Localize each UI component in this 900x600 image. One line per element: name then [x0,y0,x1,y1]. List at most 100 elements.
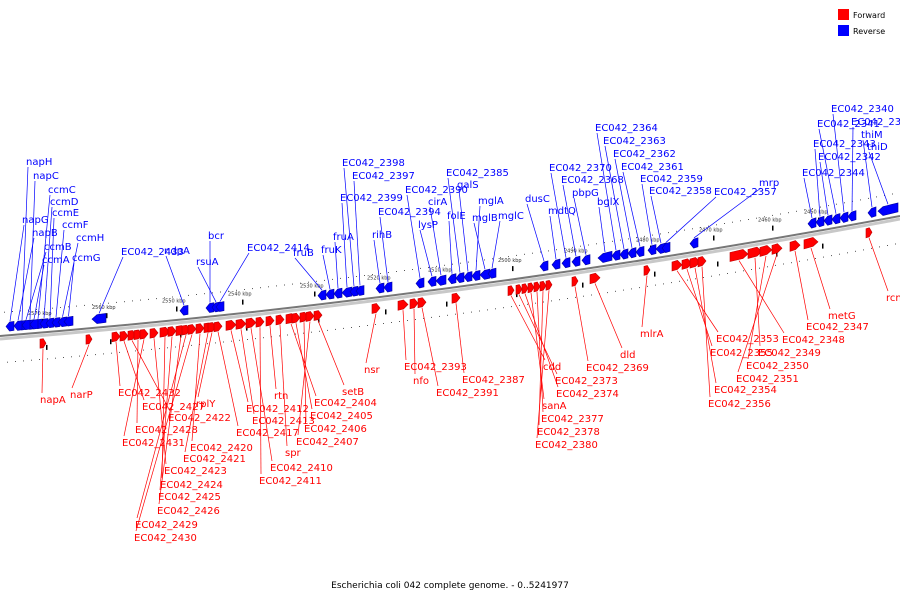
reverse-gene-label[interactable]: EC042_2397 [352,171,415,182]
forward-gene-label[interactable]: cdd [543,362,561,373]
forward-gene-feature[interactable] [545,279,553,291]
forward-gene-label[interactable]: EC042_2407 [296,437,359,448]
reverse-gene-label[interactable]: ccmA [42,255,70,266]
reverse-gene-label[interactable]: rihB [372,230,392,241]
forward-gene-label[interactable]: EC042_2423 [164,466,227,477]
forward-gene-feature[interactable] [571,276,579,287]
forward-gene-label[interactable]: mlrA [640,329,664,340]
reverse-gene-feature[interactable] [463,271,473,282]
reverse-gene-feature[interactable] [5,321,15,332]
forward-gene-label[interactable]: EC042_2411 [259,476,322,487]
forward-gene-feature[interactable] [533,281,541,293]
reverse-gene-feature[interactable] [551,258,561,270]
reverse-gene-label[interactable]: cirA [428,197,447,208]
reverse-gene-label[interactable]: galS [457,180,479,191]
reverse-gene-label[interactable]: napB [32,228,58,239]
forward-gene-label[interactable]: narP [70,390,93,401]
forward-gene-feature[interactable] [539,280,547,292]
reverse-gene-label[interactable]: pbpG [572,188,599,199]
reverse-gene-label[interactable]: ndpA [164,246,190,257]
reverse-gene-label[interactable]: EC042_2359 [640,174,703,185]
forward-gene-feature[interactable] [729,249,749,262]
reverse-gene-feature[interactable] [63,315,74,327]
forward-gene-feature[interactable] [409,298,419,310]
reverse-gene-label[interactable]: EC042_2370 [549,163,612,174]
reverse-gene-label[interactable]: ccmG [72,253,101,264]
forward-gene-feature[interactable] [39,338,47,349]
reverse-gene-label[interactable]: ccmB [44,242,72,253]
forward-gene-feature[interactable] [291,312,301,324]
reverse-gene-feature[interactable] [815,215,825,228]
reverse-gene-label[interactable]: bcr [208,231,225,242]
reverse-gene-label[interactable]: EC042_2433 [121,247,184,258]
forward-gene-label[interactable]: rplY [196,399,216,410]
forward-gene-label[interactable]: EC042_2380 [535,440,598,451]
reverse-gene-label[interactable]: mdtQ [548,206,576,217]
forward-gene-feature[interactable] [589,272,601,285]
forward-gene-label[interactable]: nsr [364,365,381,376]
forward-gene-label[interactable]: spr [285,448,302,459]
reverse-gene-feature[interactable] [447,273,457,285]
forward-gene-label[interactable]: EC042_2421 [183,454,246,465]
forward-gene-label[interactable]: rcnA [886,293,900,304]
forward-gene-feature[interactable] [195,323,205,334]
reverse-gene-label[interactable]: rsuA [196,257,219,268]
forward-gene-label[interactable]: EC042_2424 [160,480,223,491]
forward-gene-label[interactable]: EC042_2393 [404,362,467,373]
reverse-gene-label[interactable]: EC042_2368 [561,175,624,186]
reverse-gene-label[interactable]: EC042_2363 [603,136,666,147]
reverse-gene-feature[interactable] [435,274,447,286]
reverse-gene-label[interactable]: ccmF [62,220,89,231]
forward-gene-label[interactable]: EC042_2349 [758,348,821,359]
forward-gene-feature[interactable] [255,316,265,328]
forward-gene-feature[interactable] [235,318,247,330]
reverse-gene-feature[interactable] [877,202,899,216]
reverse-gene-feature[interactable] [689,237,699,249]
forward-gene-feature[interactable] [747,246,763,259]
reverse-gene-feature[interactable] [383,281,393,293]
reverse-gene-feature[interactable] [355,285,365,296]
reverse-gene-label[interactable]: EC042_2362 [613,149,676,160]
reverse-gene-label[interactable]: fruA [333,232,354,243]
reverse-gene-feature[interactable] [635,246,645,257]
forward-gene-label[interactable]: EC042_2420 [190,443,253,454]
forward-gene-feature[interactable] [697,256,707,268]
forward-gene-label[interactable]: EC042_2406 [304,424,367,435]
forward-gene-label[interactable]: EC042_2427 [142,402,205,413]
forward-gene-feature[interactable] [265,315,275,327]
reverse-gene-label[interactable]: napH [26,157,52,168]
reverse-gene-label[interactable]: EC042_2342 [818,152,881,163]
forward-gene-feature[interactable] [771,243,783,255]
forward-gene-feature[interactable] [119,330,129,342]
reverse-gene-feature[interactable] [415,277,425,289]
forward-gene-label[interactable]: EC042_2391 [436,388,499,399]
forward-gene-feature[interactable] [167,326,177,337]
forward-gene-label[interactable]: EC042_2425 [158,492,221,503]
reverse-gene-label[interactable]: ccmC [48,185,76,196]
reverse-gene-feature[interactable] [427,276,437,287]
forward-gene-label[interactable]: EC042_2387 [462,375,525,386]
reverse-gene-label[interactable]: fruB [293,248,314,259]
forward-gene-feature[interactable] [507,285,515,296]
reverse-gene-label[interactable]: EC042_2358 [649,186,712,197]
reverse-gene-label[interactable]: EC042_2390 [405,185,468,196]
forward-gene-label[interactable]: EC042_2417 [236,428,299,439]
reverse-gene-label[interactable]: folE [447,211,466,222]
forward-gene-label[interactable]: EC042_2405 [310,411,373,422]
forward-gene-label[interactable]: EC042_2373 [555,376,618,387]
reverse-gene-feature[interactable] [627,247,637,259]
reverse-gene-label[interactable]: EC042_2337 [851,117,900,128]
reverse-gene-label[interactable]: EC042_2341 [817,119,880,130]
forward-gene-feature[interactable] [521,283,529,294]
reverse-gene-feature[interactable] [325,288,335,300]
forward-gene-feature[interactable] [139,329,149,340]
forward-gene-label[interactable]: EC042_2356 [708,399,771,410]
reverse-gene-label[interactable]: mglC [498,211,524,222]
forward-gene-label[interactable]: EC042_2431 [122,438,185,449]
reverse-gene-label[interactable]: EC042_2361 [621,162,684,173]
forward-gene-feature[interactable] [111,331,121,343]
reverse-gene-feature[interactable] [455,272,465,284]
forward-gene-feature[interactable] [305,311,315,322]
reverse-gene-feature[interactable] [561,257,571,269]
forward-gene-feature[interactable] [789,240,801,252]
